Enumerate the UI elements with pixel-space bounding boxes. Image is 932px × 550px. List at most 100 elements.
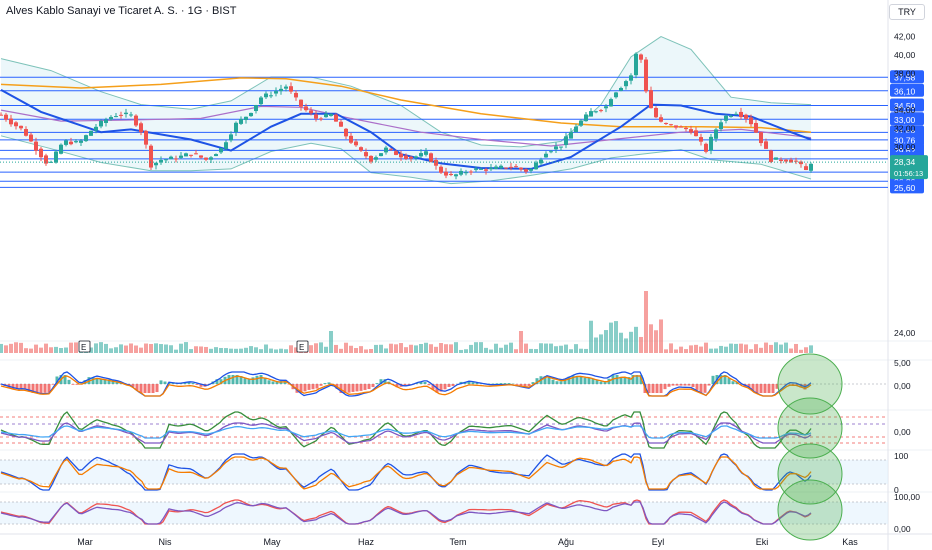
candle-body	[334, 114, 338, 122]
macd-hist-bar	[439, 384, 443, 392]
candle-body	[614, 92, 618, 98]
candle-body	[254, 105, 258, 112]
macd-hist-bar	[531, 382, 535, 384]
indicator-tick: 0,00	[894, 524, 911, 534]
candle-body	[509, 166, 513, 168]
macd-hist-bar	[187, 382, 191, 384]
macd-hist-bar	[375, 383, 379, 384]
candle-body	[304, 106, 308, 111]
volume-bar	[619, 332, 623, 353]
volume-bar	[524, 343, 528, 353]
candle-body	[534, 162, 538, 170]
macd-hist-bar	[383, 379, 387, 384]
volume-bar	[94, 343, 98, 353]
volume-bar	[564, 344, 568, 353]
candle-body	[44, 155, 48, 164]
macd-hist-bar	[15, 384, 19, 389]
macd-hist-bar	[579, 376, 583, 384]
candle-body	[744, 114, 748, 119]
volume-bar	[624, 338, 628, 353]
macd-hist-bar	[523, 384, 527, 386]
volume-bar	[379, 344, 383, 353]
macd-hist-bar	[651, 384, 655, 393]
currency-button[interactable]: TRY	[889, 4, 925, 20]
candle-body	[654, 107, 658, 118]
macd-hist-bar	[315, 384, 319, 389]
candle-body	[709, 136, 713, 151]
candle-body	[54, 151, 58, 163]
volume-bar	[29, 348, 33, 353]
macd-hist-bar	[131, 384, 135, 387]
volume-bar	[569, 349, 573, 353]
volume-bar	[494, 343, 498, 353]
highlight-circle	[777, 353, 843, 415]
macd-hist-bar	[299, 384, 303, 393]
candle-body	[139, 123, 143, 133]
macd-hist-bar	[47, 384, 51, 393]
macd-hist-bar	[771, 384, 775, 393]
volume-bar	[514, 349, 518, 353]
volume-bar	[99, 342, 103, 353]
price-tick: 40,00	[894, 50, 916, 60]
candle-body	[239, 119, 243, 124]
macd-hist-bar	[415, 383, 419, 384]
volume-bar	[14, 342, 18, 353]
level-label: 36,10	[894, 86, 916, 96]
time-tick: Tem	[449, 537, 466, 547]
macd-hist-bar	[763, 384, 767, 393]
osc2-third-line	[0, 425, 812, 439]
candle-body	[529, 168, 533, 171]
volume-bar	[134, 345, 138, 353]
indicator-tick: 0,00	[894, 381, 911, 391]
macd-hist-bar	[635, 375, 639, 384]
volume-bar	[364, 349, 368, 353]
volume-bar	[294, 347, 298, 353]
candle-body	[129, 114, 133, 116]
candle-body	[134, 115, 138, 126]
volume-bar	[419, 343, 423, 353]
candle-body	[519, 167, 523, 170]
candle-body	[559, 146, 563, 148]
volume-bar	[579, 348, 583, 353]
candle-body	[514, 166, 518, 168]
candle-body	[164, 159, 168, 161]
macd-hist-bar	[755, 384, 759, 393]
candle-body	[724, 115, 728, 121]
macd-hist-bar	[219, 379, 223, 384]
candle-body	[629, 75, 633, 81]
macd-hist-bar	[367, 384, 371, 389]
candle-body	[424, 151, 428, 155]
macd-hist-bar	[259, 375, 263, 384]
candle-body	[554, 146, 558, 150]
macd-hist-bar	[723, 375, 727, 384]
macd-hist-bar	[107, 379, 111, 384]
candle-body	[344, 128, 348, 137]
macd-hist-bar	[695, 384, 699, 390]
indicator-tick: 5,00	[894, 358, 911, 368]
price-tick: 38,00	[894, 68, 916, 78]
macd-hist-bar	[43, 384, 47, 393]
volume-bar	[769, 344, 773, 353]
level-label: 30,76	[894, 135, 916, 145]
macd-hist-bar	[779, 384, 783, 385]
osc2-signal-line	[0, 422, 812, 444]
macd-hist-bar	[499, 383, 503, 384]
candle-body	[204, 157, 208, 160]
candle-body	[349, 135, 353, 143]
candle-body	[154, 162, 158, 166]
volume-bar	[589, 320, 593, 353]
volume-bar	[664, 349, 668, 353]
candle-body	[244, 116, 248, 121]
stoch-band	[0, 460, 888, 484]
macd-hist-bar	[311, 384, 315, 390]
level-label: 34,50	[894, 101, 916, 111]
volume-bar	[464, 349, 468, 353]
candle-body	[234, 122, 238, 133]
volume-bar	[54, 346, 58, 353]
macd-hist-bar	[759, 384, 763, 393]
volume-bar	[714, 348, 718, 353]
ma-long-line	[0, 77, 812, 133]
macd-hist-bar	[371, 384, 375, 388]
volume-bar	[204, 346, 208, 353]
